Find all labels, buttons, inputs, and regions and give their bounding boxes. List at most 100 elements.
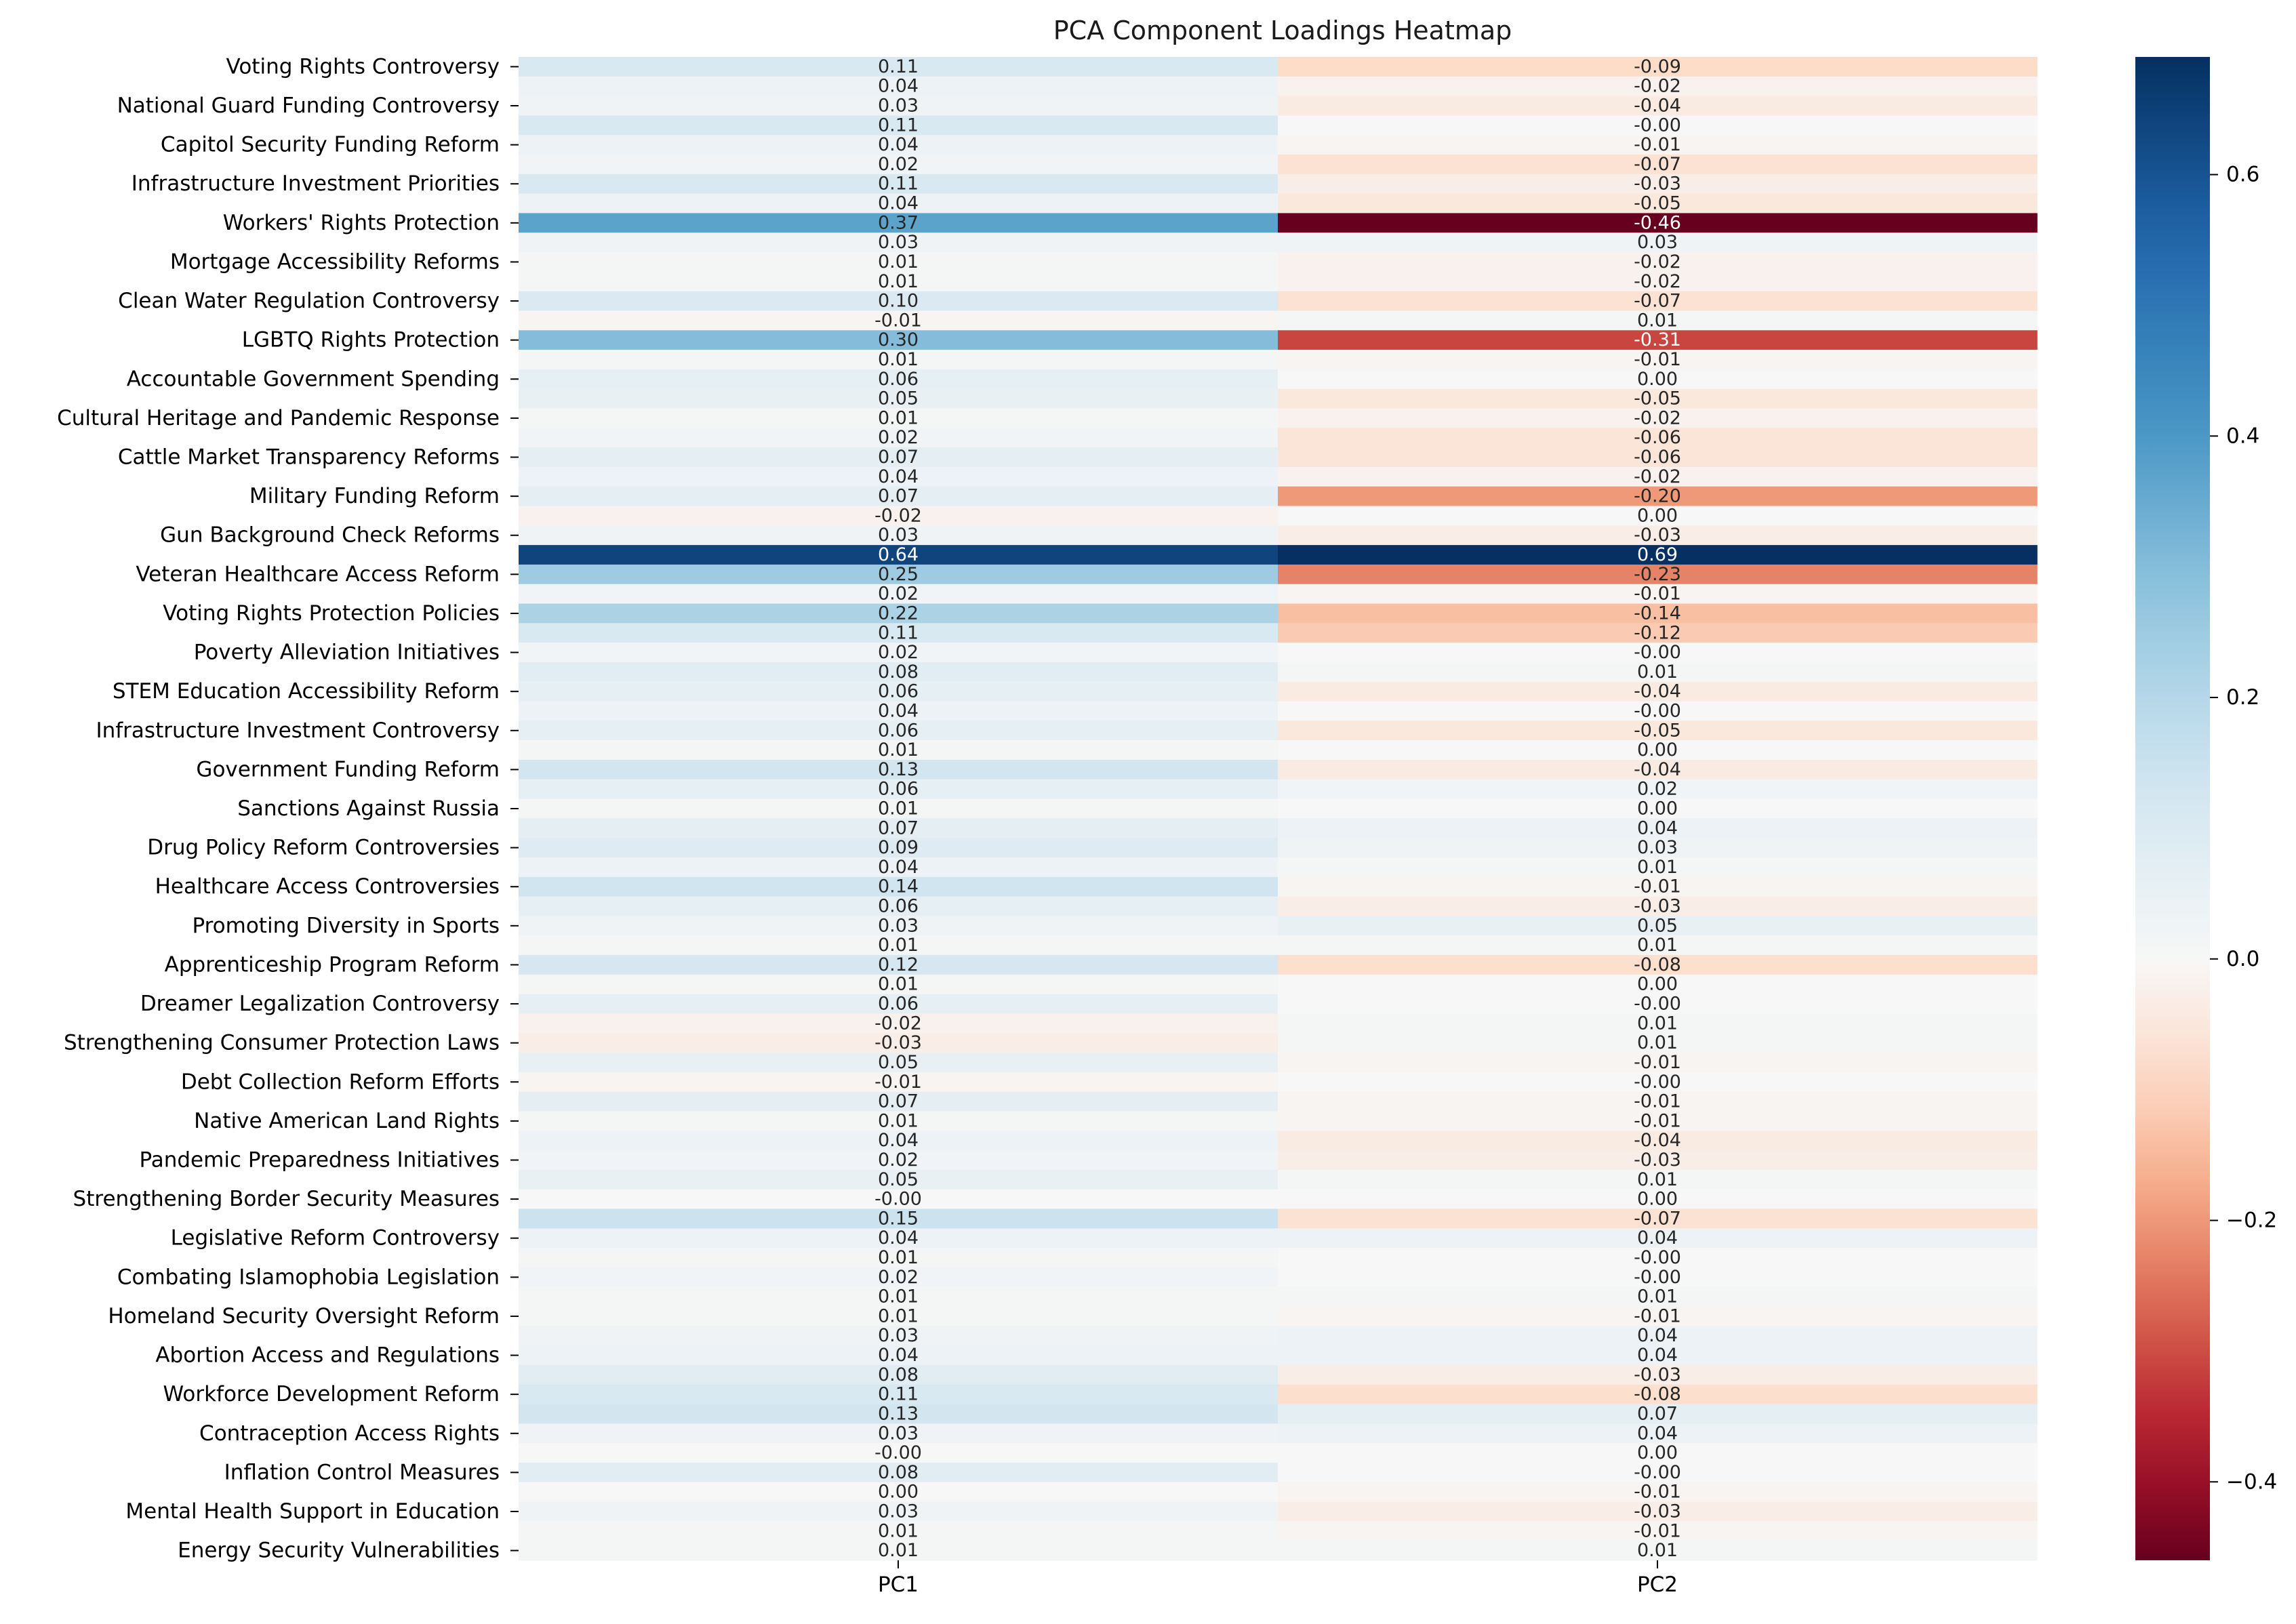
x-axis: PC1 PC2: [878, 1560, 1678, 1597]
cell-value-label: 0.01: [1637, 1032, 1678, 1053]
cell-value-label: 0.04: [878, 193, 919, 214]
heatmap-cell: [519, 271, 1278, 292]
cell-value-label: -0.00: [1634, 1462, 1681, 1483]
heatmap-cell: [1278, 388, 2038, 409]
cell-value-label: -0.01: [874, 310, 922, 331]
heatmap-cell: [519, 193, 1278, 214]
colorbar-gradient: [2135, 57, 2210, 1560]
cell-value-label: 0.06: [878, 369, 919, 390]
cell-value-label: 0.07: [878, 486, 919, 507]
heatmap-cell: [1278, 876, 2038, 897]
cell-value-label: 0.00: [878, 1482, 919, 1503]
cell-value-label: 0.01: [878, 1540, 919, 1561]
heatmap-cell: [519, 388, 1278, 409]
cell-value-label: 0.08: [878, 1462, 919, 1483]
heatmap-cell: [1278, 330, 2038, 350]
y-tick-label: National Guard Funding Controversy: [117, 94, 500, 118]
cell-value-label: 0.00: [1637, 798, 1678, 819]
heatmap-cell: [519, 643, 1278, 663]
heatmap-cell: [519, 369, 1278, 390]
cell-value-label: -0.07: [1634, 291, 1681, 312]
cell-value-label: 0.04: [878, 700, 919, 721]
heatmap-cell: [519, 896, 1278, 917]
heatmap-cell: [1278, 857, 2038, 878]
y-tick-label: Voting Rights Protection Policies: [163, 601, 500, 626]
heatmap-cell: [519, 506, 1278, 526]
cell-value-label: 0.03: [878, 232, 919, 253]
heatmap-cell: [519, 1521, 1278, 1541]
cell-value-label: -0.00: [1634, 1267, 1681, 1288]
cell-value-label: 0.01: [878, 1247, 919, 1268]
cell-value-label: -0.02: [1634, 76, 1681, 97]
cell-value-label: 0.04: [878, 857, 919, 878]
y-tick-label: Strengthening Border Security Measures: [73, 1187, 500, 1211]
heatmap-cell: [519, 291, 1278, 312]
heatmap-cell: [519, 1013, 1278, 1034]
cell-value-label: 0.06: [878, 779, 919, 800]
heatmap-cell: [1278, 506, 2038, 526]
heatmap-cell: [519, 857, 1278, 878]
heatmap-cell: [519, 525, 1278, 546]
heatmap-cell: [1278, 720, 2038, 741]
heatmap-cell: [519, 1443, 1278, 1463]
cell-value-label: 0.01: [878, 251, 919, 272]
heatmap-cell: [1278, 681, 2038, 702]
cell-value-label: 0.04: [1637, 817, 1678, 838]
heatmap-cell: [1278, 838, 2038, 858]
heatmap-cell: [1278, 1131, 2038, 1151]
cell-value-label: 0.02: [878, 584, 919, 605]
y-tick-label: Homeland Security Oversight Reform: [108, 1304, 500, 1328]
cell-value-label: -0.00: [1634, 994, 1681, 1015]
heatmap-cell: [1278, 1423, 2038, 1444]
cell-value-label: 0.01: [1637, 1540, 1678, 1561]
heatmap-cell: [519, 818, 1278, 838]
cell-value-label: 0.04: [878, 1130, 919, 1151]
heatmap-cell: [519, 1462, 1278, 1483]
heatmap-cell: [1278, 1541, 2038, 1561]
cell-value-label: -0.00: [1634, 1247, 1681, 1268]
heatmap-cell: [1278, 271, 2038, 292]
y-tick-label: Veteran Healthcare Access Reform: [136, 562, 500, 586]
heatmap-cell: [1278, 955, 2038, 975]
cell-value-label: 0.08: [878, 662, 919, 683]
heatmap-cell: [519, 428, 1278, 448]
cell-value-label: -0.01: [1634, 1520, 1681, 1541]
y-tick-label: Mortgage Accessibility Reforms: [170, 249, 500, 274]
heatmap-cell: [519, 779, 1278, 800]
colorbar-tick-label: −0.4: [2226, 1469, 2277, 1494]
cell-value-label: 0.06: [878, 896, 919, 917]
y-tick-label: Mental Health Support in Education: [125, 1499, 500, 1524]
cell-value-label: 0.13: [878, 759, 919, 780]
heatmap-cell: [1278, 155, 2038, 175]
colorbar-tick-label: −0.2: [2226, 1209, 2277, 1233]
cell-value-label: -0.01: [1634, 1052, 1681, 1073]
heatmap-cell: [1278, 603, 2038, 624]
cell-value-label: 0.08: [878, 1364, 919, 1385]
cell-value-label: -0.06: [1634, 447, 1681, 468]
heatmap-cell: [519, 1541, 1278, 1561]
heatmap-cell: [519, 1248, 1278, 1268]
cell-value-label: 0.03: [878, 915, 919, 936]
cell-value-label: 0.06: [878, 681, 919, 702]
heatmap-cell: [1278, 818, 2038, 838]
y-tick-label: Workers' Rights Protection: [223, 211, 500, 235]
heatmap-cell: [519, 1091, 1278, 1112]
cell-value-label: 0.00: [1637, 505, 1678, 526]
cell-value-label: 0.69: [1637, 544, 1678, 565]
cell-value-label: 0.07: [878, 447, 919, 468]
heatmap-cell: [1278, 525, 2038, 546]
y-tick-label: Apprenticeship Program Reform: [165, 952, 500, 977]
heatmap-cell: [519, 955, 1278, 975]
heatmap-cell: [1278, 350, 2038, 370]
cell-value-label: -0.05: [1634, 720, 1681, 741]
y-tick-label: STEM Education Accessibility Reform: [113, 679, 500, 704]
cell-value-label: 0.11: [878, 115, 919, 136]
heatmap-cell: [1278, 1091, 2038, 1112]
cell-value-label: -0.03: [874, 1032, 922, 1053]
cell-value-label: -0.09: [1634, 56, 1681, 77]
heatmap-cell: [519, 350, 1278, 370]
heatmap-cell: [1278, 1228, 2038, 1249]
heatmap-cell: [519, 623, 1278, 643]
heatmap-cell: [519, 1423, 1278, 1444]
